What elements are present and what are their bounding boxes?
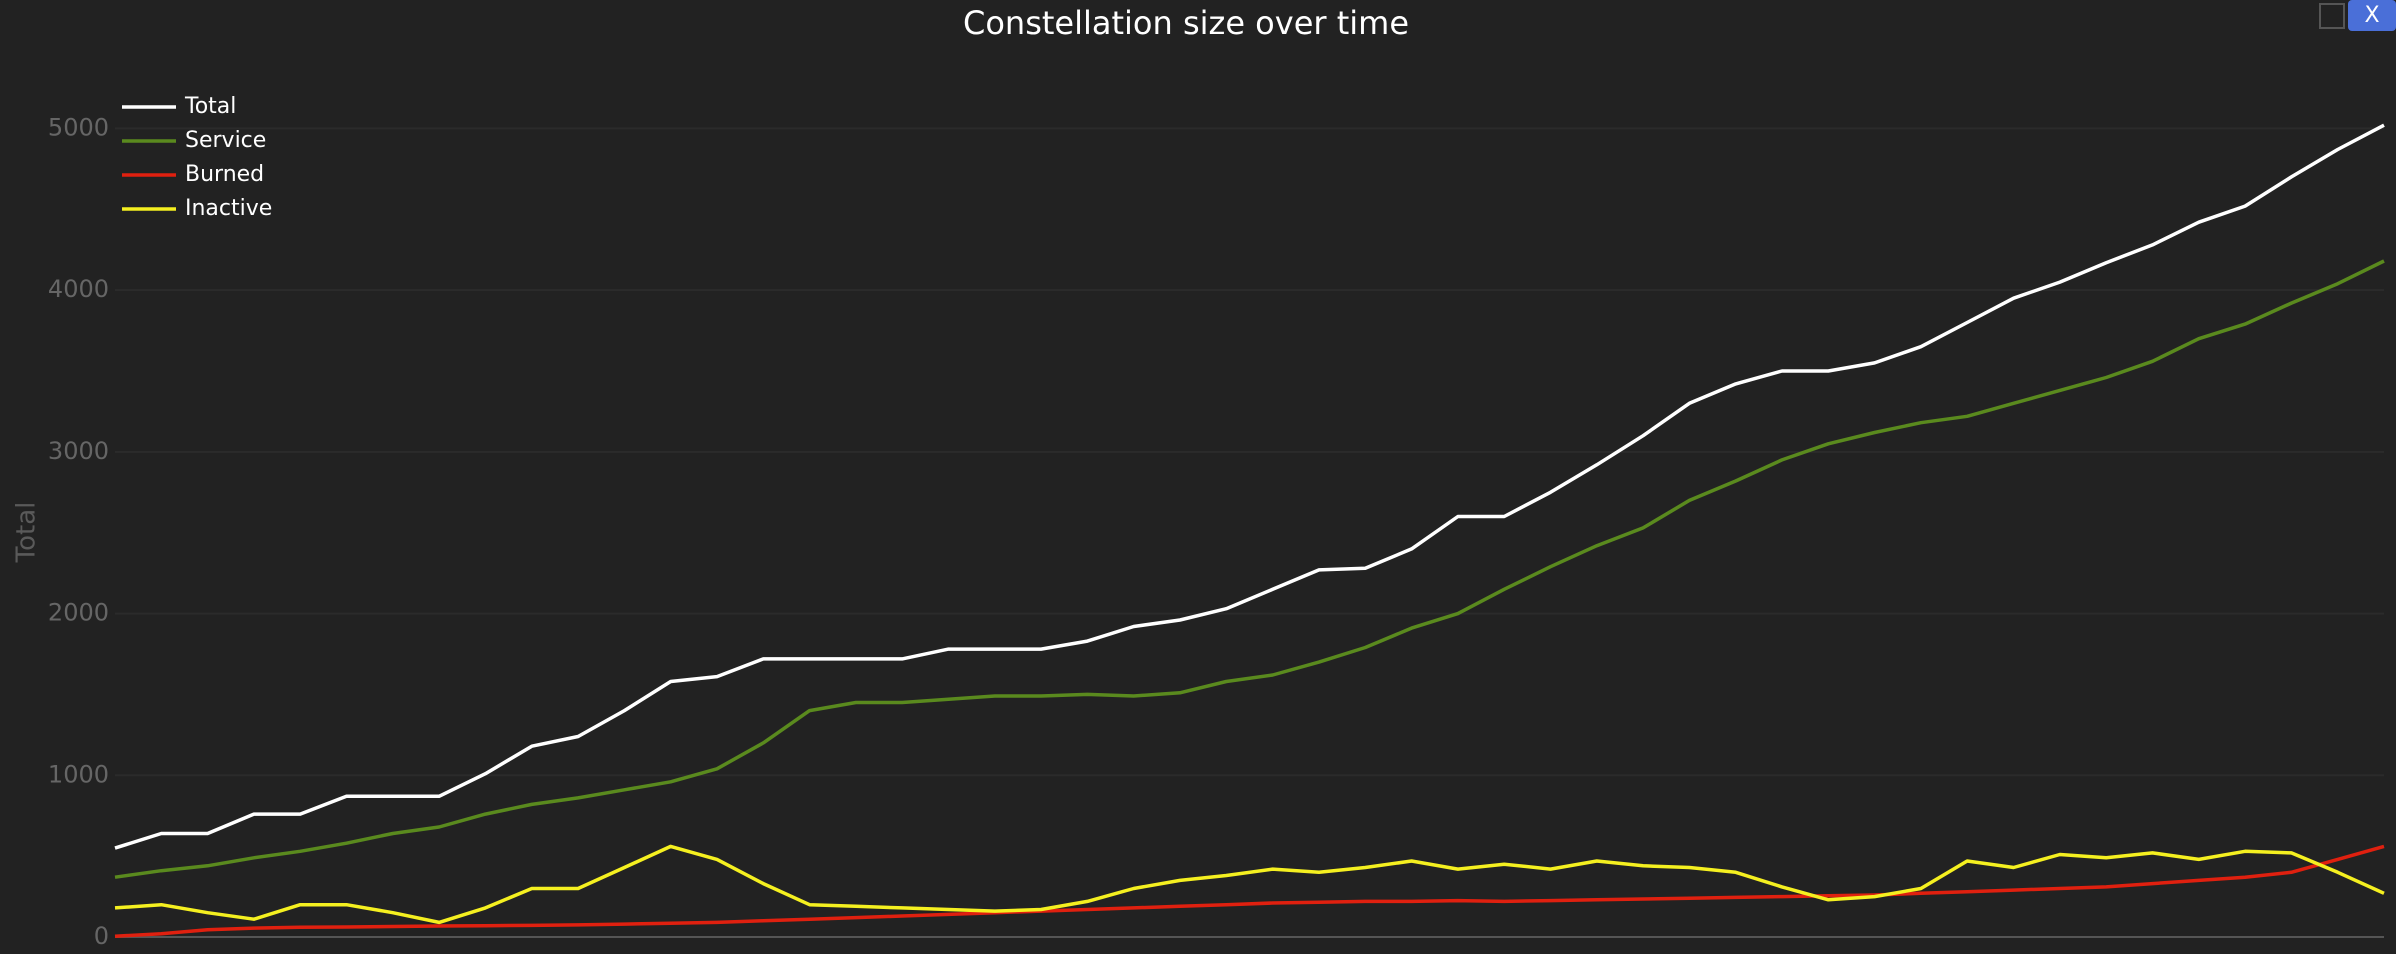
legend-label: Total <box>184 94 236 119</box>
y-tick-label: 5000 <box>48 113 109 141</box>
close-button[interactable] <box>2348 0 2396 31</box>
expand-icon[interactable] <box>2319 3 2345 29</box>
y-tick-label: 2000 <box>48 599 109 627</box>
legend-label: Burned <box>185 162 264 187</box>
series-line <box>114 844 2385 925</box>
y-tick-label: 4000 <box>48 275 109 303</box>
y-axis-title: Total <box>12 502 42 564</box>
series-line <box>114 259 2385 879</box>
expand-frame <box>2319 3 2345 29</box>
legend-label: Inactive <box>185 196 272 221</box>
series-line <box>114 844 2385 938</box>
y-tick-label: 1000 <box>48 760 109 788</box>
close-button-label[interactable]: X <box>2364 3 2379 28</box>
series-line <box>114 123 2385 850</box>
y-tick-label: 0 <box>94 922 109 950</box>
y-tick-label: 3000 <box>48 437 109 465</box>
chart-title: Constellation size over time <box>963 4 1409 42</box>
legend-label: Service <box>185 128 266 153</box>
